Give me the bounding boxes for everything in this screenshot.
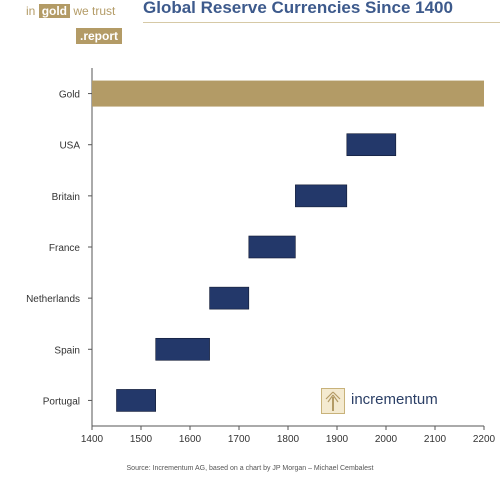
category-label: Gold (59, 90, 80, 101)
logo-in-text: in (26, 4, 36, 18)
category-label: Portugal (43, 396, 80, 407)
timeline-chart: Gold USA Britain France Netherlands Spain Port… (26, 68, 496, 445)
range-bar-portugal (116, 389, 157, 412)
title-divider (143, 22, 500, 23)
category-label: Britain (52, 192, 80, 203)
x-tick-label: 2100 (424, 434, 447, 445)
x-tick-label: 2200 (473, 434, 496, 445)
range-bar-usa (346, 133, 397, 157)
x-tick-label: 1600 (179, 434, 202, 445)
category-label: Spain (54, 345, 80, 356)
logo-gold-text: gold (38, 4, 71, 18)
category-label: France (49, 243, 81, 254)
x-tick-label: 1400 (81, 434, 104, 445)
x-tick-label: 1500 (130, 434, 153, 445)
range-bar-netherlands (209, 286, 250, 310)
range-bar-france (248, 235, 296, 259)
logo-we-trust-text: we trust (73, 4, 116, 18)
chart-title: Global Reserve Currencies Since 1400 (143, 0, 453, 17)
x-tick-label: 1900 (326, 434, 349, 445)
header: in gold we trust .report Global Reserve … (0, 0, 500, 50)
range-bar-gold (92, 80, 484, 107)
incrementum-brand: incrementum (321, 388, 461, 416)
category-label: USA (59, 141, 80, 152)
source-note: Source: Incrementum AG, based on a chart… (126, 465, 374, 472)
category-label: Netherlands (26, 294, 80, 305)
x-tick-label: 1700 (228, 434, 251, 445)
x-tick-label: 1800 (277, 434, 300, 445)
logo-report-text: .report (76, 28, 123, 44)
logo-line1: in gold we trust (26, 4, 115, 18)
range-bar-spain (155, 337, 210, 361)
brand-name: incrementum (351, 391, 438, 408)
range-bar-britain (295, 184, 348, 208)
x-tick-label: 2000 (375, 434, 398, 445)
incrementum-logo-icon (321, 388, 345, 414)
